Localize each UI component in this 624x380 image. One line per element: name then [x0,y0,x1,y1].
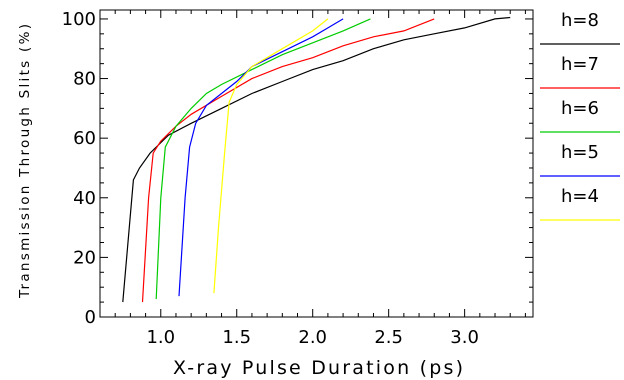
series-line-h-4 [213,18,329,294]
x-tick-label: 1.0 [146,327,175,348]
legend-label: h=6 [561,98,599,119]
series-lines [122,16,511,303]
y-tick-label: 20 [73,247,96,268]
legend-label: h=7 [561,54,599,75]
x-tick-label: 3.0 [450,327,479,348]
x-axis-ticks: 1.0 1.5 2.0 2.5 3.0 [114,10,526,348]
legend-label: h=4 [561,186,599,207]
y-axis-title: Transmission Through Slits (%) [17,24,33,299]
series-line-h-5 [178,18,344,297]
y-axis-ticks: 0 20 40 60 80 100 [62,9,533,328]
y-tick-label: 80 [73,69,96,90]
series-line-h-8 [122,16,511,303]
x-axis-title: X-ray Pulse Duration (ps) [173,357,463,379]
x-tick-label: 1.5 [222,327,251,348]
plot-area-border [99,9,534,318]
series-line-h-6 [155,18,371,300]
legend-label: h=8 [561,10,599,31]
plot-frame [99,9,534,318]
y-tick-label: 40 [73,188,96,209]
y-tick-label: 60 [73,128,96,149]
y-tick-label: 100 [62,9,96,30]
legend-label: h=5 [561,142,599,163]
series-line-h-7 [141,18,435,303]
x-tick-label: 2.0 [298,327,327,348]
x-tick-label: 2.5 [374,327,403,348]
y-tick-label: 0 [85,307,96,328]
legend: h=8 h=7 h=6 h=5 h=4 [540,10,620,221]
